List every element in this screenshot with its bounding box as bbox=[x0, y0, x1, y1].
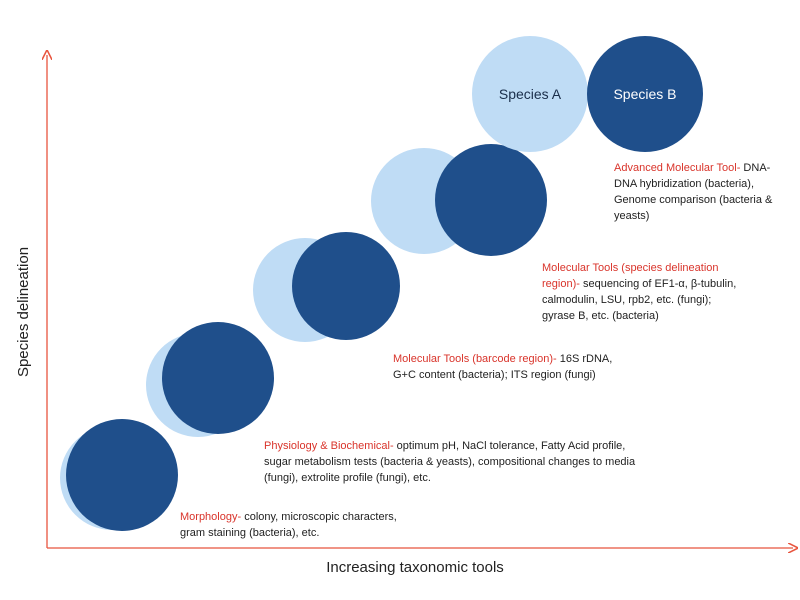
stage-3-dark-circle bbox=[292, 232, 400, 340]
species-b-label: Species B bbox=[613, 86, 676, 102]
x-axis-label: Increasing taxonomic tools bbox=[326, 559, 504, 576]
stage-1-title: Morphology- bbox=[180, 511, 242, 523]
y-axis-label: Species delineation bbox=[15, 247, 32, 377]
stage-4-dark-circle bbox=[435, 144, 547, 256]
stage-1-description: Morphology- colony, microscopic characte… bbox=[180, 509, 420, 541]
species-b-circle bbox=[587, 36, 703, 152]
stage-2-title: Physiology & Biochemical- bbox=[264, 440, 394, 452]
stage-2-dark-circle bbox=[162, 322, 274, 434]
stage-3-description: Molecular Tools (barcode region)- 16S rD… bbox=[393, 351, 633, 383]
stage-1-dark-circle bbox=[66, 419, 178, 531]
stage-5-body: DNA-DNA hybridization (bacteria), Genome… bbox=[614, 162, 773, 222]
stage-2-body: optimum pH, NaCl tolerance, Fatty Acid p… bbox=[264, 440, 636, 484]
stage-4-description: Molecular Tools (species delineation reg… bbox=[542, 260, 747, 324]
stage-1-body: colony, microscopic characters, gram sta… bbox=[180, 511, 397, 539]
stage-5-description: Advanced Molecular Tool- DNA-DNA hybridi… bbox=[614, 160, 774, 224]
stage-3-body: 16S rDNA, G+C content (bacteria); ITS re… bbox=[393, 353, 613, 381]
stage-4-title: Molecular Tools (species delineation reg… bbox=[542, 262, 719, 290]
species-a-label: Species A bbox=[499, 86, 562, 102]
stage-3-title: Molecular Tools (barcode region)- bbox=[393, 353, 557, 365]
stage-5-title: Advanced Molecular Tool- bbox=[614, 162, 741, 174]
stage-2-description: Physiology & Biochemical- optimum pH, Na… bbox=[264, 438, 639, 486]
species-a-circle bbox=[472, 36, 588, 152]
stage-4-body: sequencing of EF1-α, β-tubulin, calmodul… bbox=[542, 278, 737, 322]
